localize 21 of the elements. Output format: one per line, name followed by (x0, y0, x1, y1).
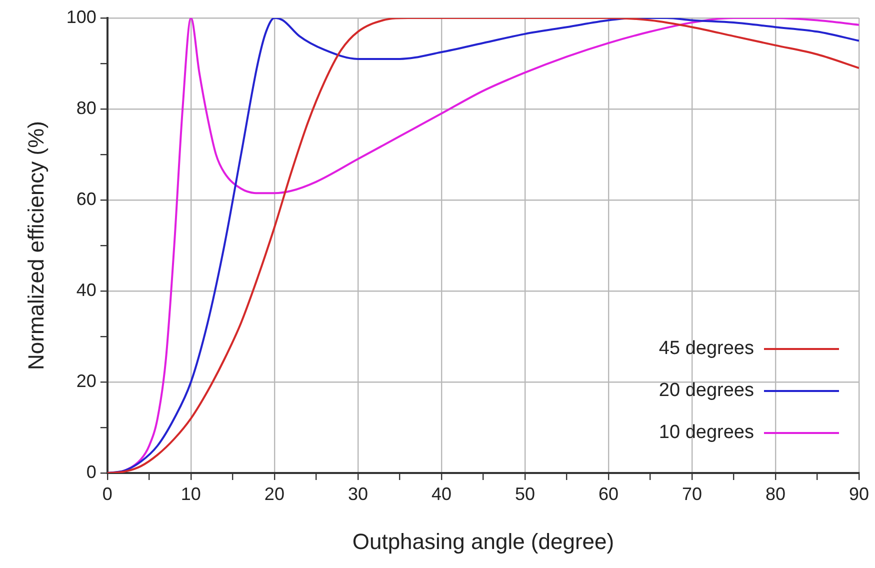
y-tick-label: 60 (76, 188, 96, 209)
x-tick-label: 40 (431, 484, 452, 504)
y-tick-label: 40 (76, 280, 96, 300)
x-tick-label: 70 (682, 484, 702, 504)
x-tick-label: 30 (348, 484, 368, 504)
legend-label: 20 degrees (658, 380, 754, 402)
x-tick-label: 50 (514, 484, 535, 504)
x-axis-title: Outphasing angle (degree) (352, 528, 614, 554)
legend-label: 10 degrees (658, 422, 754, 444)
x-tick-label: 80 (765, 484, 786, 504)
legend-label: 45 degrees (658, 338, 754, 360)
x-tick-label: 60 (598, 484, 618, 504)
x-tick-label: 90 (848, 484, 870, 504)
x-tick-label: 20 (264, 484, 284, 504)
x-tick-label: 0 (102, 484, 112, 504)
x-tick-label: 10 (180, 484, 201, 504)
y-tick-label: 0 (86, 462, 96, 482)
y-tick-label: 20 (76, 370, 96, 391)
y-tick-label: 80 (76, 98, 96, 118)
y-tick-label: 100 (66, 6, 96, 27)
y-axis-title: Normalized efficiency (%) (23, 120, 48, 370)
